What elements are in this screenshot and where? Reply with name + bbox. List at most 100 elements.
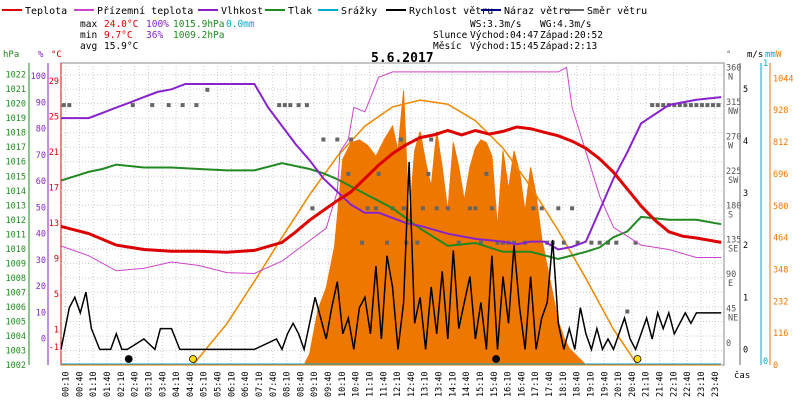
wind-direction-point xyxy=(277,103,282,108)
direction-tick-degrees: 45 xyxy=(726,304,736,314)
time-tick-label: 04:10 xyxy=(172,371,182,397)
moon-label: Měsíc xyxy=(433,41,462,52)
time-tick-label: 19:10 xyxy=(587,371,597,397)
wind-direction-point xyxy=(531,206,536,211)
moonrise-marker xyxy=(492,355,501,363)
temp-tick-label: -1 xyxy=(49,343,59,353)
wind-direction-point xyxy=(288,103,293,108)
time-tick-label: 13:10 xyxy=(421,371,431,397)
wind-direction-point xyxy=(478,240,483,245)
humidity-tick-label: 20 xyxy=(36,282,46,292)
wind-direction-point xyxy=(321,137,326,142)
stats-max-rain: 0.0mm xyxy=(226,19,255,30)
stats-min-temp: 9.7°C xyxy=(104,30,133,41)
direction-tick-name: NE xyxy=(728,313,738,323)
time-tick-label: 09:10 xyxy=(310,371,320,397)
pressure-tick-label: 1022 xyxy=(6,71,26,81)
humidity-tick-label: 0 xyxy=(41,335,46,345)
wind-direction-point xyxy=(655,103,660,108)
wind-direction-point xyxy=(561,240,566,245)
wind-direction-point xyxy=(688,103,693,108)
time-tick-label: 10:10 xyxy=(338,371,348,397)
speed-tick-label: 1 xyxy=(743,293,748,303)
time-tick-label: 01:10 xyxy=(89,371,99,397)
wind-direction-point xyxy=(194,103,199,108)
solar-tick-label: 1044 xyxy=(773,74,793,84)
pressure-tick-label: 1004 xyxy=(6,332,26,342)
speed-tick-label: 2 xyxy=(743,241,748,251)
stats-avg-temp: 15.9°C xyxy=(104,41,138,52)
temp-tick-label: 25 xyxy=(49,112,59,122)
wind-direction-point xyxy=(130,103,135,108)
direction-tick-degrees: 360 xyxy=(726,64,741,74)
line-series xyxy=(60,66,722,365)
chart-date-title: 5.6.2017 xyxy=(371,51,434,66)
wind-direction-point xyxy=(346,171,351,176)
time-tick-label: 03:10 xyxy=(145,371,155,397)
time-tick-label: 04:40 xyxy=(186,371,196,397)
temperature-line xyxy=(60,125,722,254)
pressure-tick-label: 1002 xyxy=(6,361,26,371)
wind-direction-point xyxy=(420,206,425,211)
direction-tick-degrees: 90 xyxy=(726,270,736,280)
wind-direction-point xyxy=(434,206,439,211)
temp-tick-label: 29 xyxy=(49,77,59,87)
humidity-tick-label: 90 xyxy=(36,98,46,108)
unit-dir: ° xyxy=(726,50,731,60)
axis-ticks: 00:10 00:40 01:10 01:40 02:10 02:40 03:10 03:40… xyxy=(6,59,794,397)
stats-max-temp: 24.0°C xyxy=(104,19,138,30)
direction-tick-degrees: 270 xyxy=(726,132,741,142)
direction-tick-degrees: 180 xyxy=(726,201,741,211)
ground-temperature-line xyxy=(60,66,722,275)
direction-tick-name: SW xyxy=(728,176,739,186)
solar-tick-label: 348 xyxy=(773,265,788,275)
time-tick-label: 20:40 xyxy=(628,371,638,397)
wind-direction-point xyxy=(401,206,406,211)
stats-max-hum: 100% xyxy=(146,19,169,30)
legend-label-naraz-vetru: Náraz větru xyxy=(504,5,570,17)
time-tick-label: 06:40 xyxy=(241,371,251,397)
pressure-tick-label: 1015 xyxy=(6,172,26,182)
legend-label-smer-vetru: Směr větru xyxy=(587,5,647,17)
time-tick-label: 21:10 xyxy=(642,371,652,397)
solar-tick-label: 232 xyxy=(773,297,788,307)
wind-direction-point xyxy=(150,103,155,108)
time-tick-label: 13:40 xyxy=(435,371,445,397)
time-tick-label: 21:40 xyxy=(656,371,666,397)
rain-tick-label: 1 xyxy=(763,59,768,69)
moonset-marker xyxy=(124,355,133,363)
pressure-tick-label: 1016 xyxy=(6,158,26,168)
humidity-tick-label: 40 xyxy=(36,230,46,240)
time-tick-label: 06:10 xyxy=(227,371,237,397)
pressure-tick-label: 1012 xyxy=(6,216,26,226)
temp-tick-label: 5 xyxy=(54,290,59,300)
time-tick-label: 05:10 xyxy=(200,371,210,397)
time-tick-label: 18:10 xyxy=(559,371,569,397)
wind-direction-point xyxy=(365,206,370,211)
solar-tick-label: 464 xyxy=(773,234,788,244)
temp-tick-label: 9 xyxy=(54,254,59,264)
pressure-tick-label: 1017 xyxy=(6,143,26,153)
time-tick-label: 08:10 xyxy=(283,371,293,397)
unit-temp: °C xyxy=(51,50,62,60)
pressure-tick-label: 1009 xyxy=(6,259,26,269)
solar-tick-label: 928 xyxy=(773,106,788,116)
time-tick-label: 09:40 xyxy=(324,371,334,397)
pressure-tick-label: 1013 xyxy=(6,201,26,211)
stats-max-label: max xyxy=(80,19,97,30)
direction-tick-degrees: 0 xyxy=(726,339,731,349)
sunrise-marker xyxy=(189,355,197,363)
wind-direction-point xyxy=(556,206,561,211)
time-tick-label: 03:40 xyxy=(158,371,168,397)
time-tick-label: 14:40 xyxy=(462,371,472,397)
legend-label-prizemni-teplota: Přízemní teplota xyxy=(97,5,193,17)
wind-direction-point xyxy=(445,206,450,211)
pressure-tick-label: 1019 xyxy=(6,114,26,124)
wind-direction-point xyxy=(456,240,461,245)
pressure-tick-label: 1006 xyxy=(6,303,26,313)
legend-label-vlhkost: Vlhkost xyxy=(221,6,263,17)
stats-max-press: 1015.9hPa xyxy=(173,19,224,30)
legend-label-srazky: Srážky xyxy=(341,5,377,17)
